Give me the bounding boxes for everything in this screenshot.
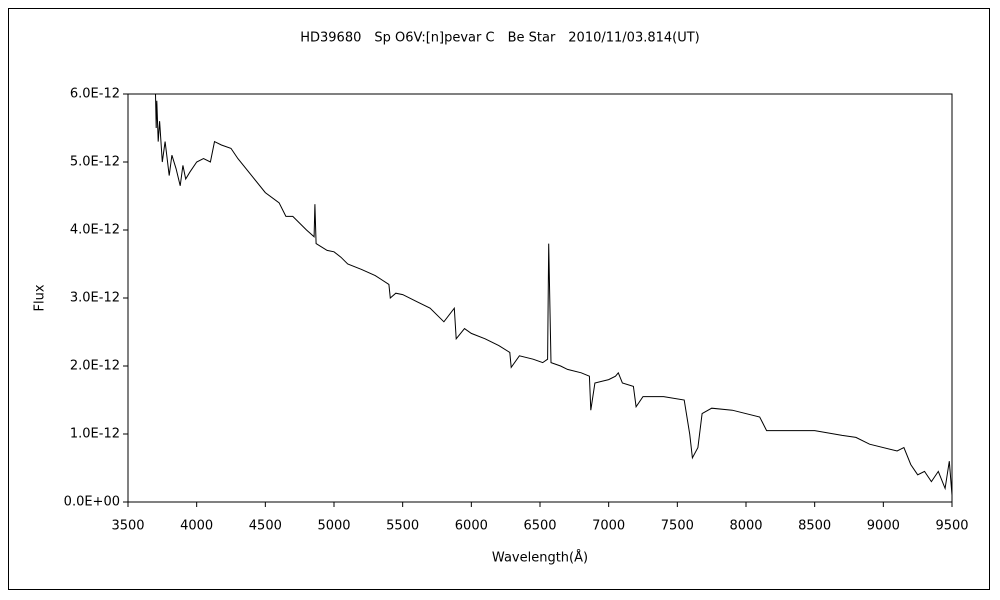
chart-title: HD39680 Sp O6V:[n]pevar C Be Star 2010/1… (300, 31, 700, 46)
x-tick-label: 6000 (455, 519, 488, 534)
y-tick-label: 4.0E-12 (70, 223, 120, 238)
x-axis-label: Wavelength(Å) (492, 550, 588, 566)
x-tick-label: 7000 (592, 519, 625, 534)
y-tick-label: 1.0E-12 (70, 427, 120, 442)
x-tick-label: 4500 (249, 519, 282, 534)
x-tick-label: 4000 (180, 519, 213, 534)
y-axis-label: Flux (33, 284, 48, 311)
spectrum-line (155, 93, 953, 496)
y-tick-label: 0.0E+00 (64, 495, 120, 510)
x-tick-label: 3500 (111, 519, 144, 534)
x-tick-label: 9000 (867, 519, 900, 534)
x-tick-label: 8500 (798, 519, 831, 534)
y-tick-label: 6.0E-12 (70, 87, 120, 102)
plot-area (127, 93, 953, 503)
chart-frame (8, 8, 990, 590)
x-tick-label: 5500 (386, 519, 419, 534)
y-tick-label: 2.0E-12 (70, 359, 120, 374)
x-tick-label: 6500 (523, 519, 556, 534)
x-tick-label: 8000 (729, 519, 762, 534)
y-tick-label: 5.0E-12 (70, 155, 120, 170)
x-tick-label: 5000 (317, 519, 350, 534)
x-tick-label: 7500 (661, 519, 694, 534)
x-tick-label: 9500 (935, 519, 968, 534)
y-tick-label: 3.0E-12 (70, 291, 120, 306)
